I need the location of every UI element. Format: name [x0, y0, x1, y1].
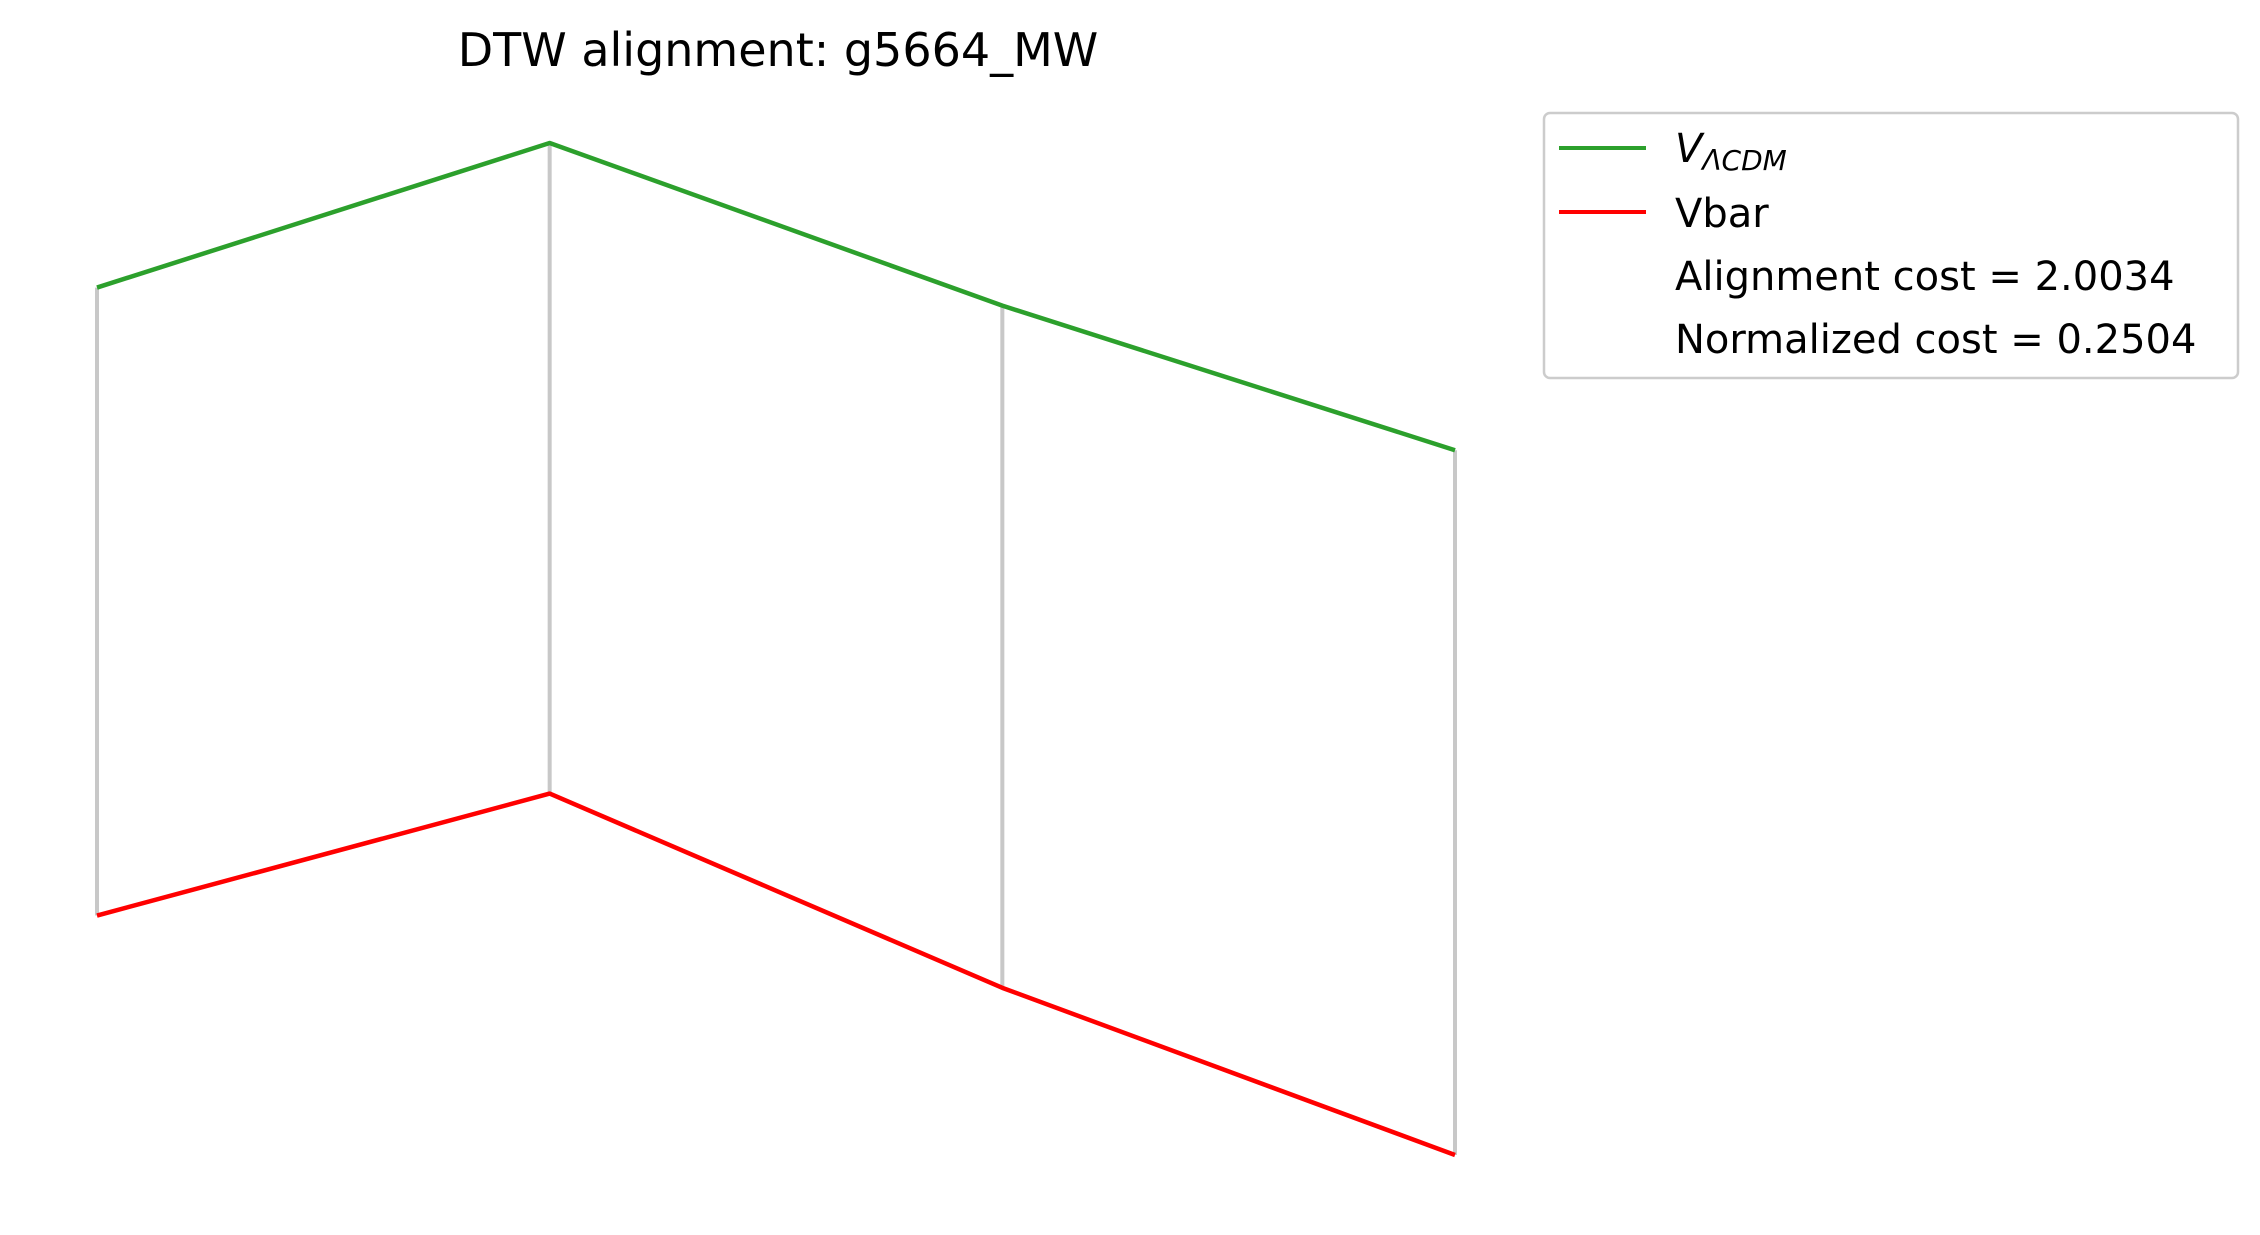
- legend-label-vbar: Vbar: [1675, 191, 1769, 237]
- legend-alignment-cost: Alignment cost = 2.0034: [1675, 254, 2175, 300]
- legend-label-lcdm: VΛCDM: [1675, 126, 1787, 177]
- legend-normalized-cost: Normalized cost = 0.2504: [1675, 317, 2196, 363]
- legend-label-lcdm-sub: ΛCDM: [1700, 144, 1786, 177]
- chart-title: DTW alignment: g5664_MW: [458, 23, 1099, 77]
- legend: VΛCDM Vbar Alignment cost = 2.0034 Norma…: [1542, 111, 2240, 380]
- series-line-vbar: [96, 791, 1456, 1158]
- series-lines: [96, 140, 1456, 1158]
- legend-frame: [1542, 111, 2240, 380]
- series-line-lcdm: [96, 140, 1456, 453]
- alignment-links: [95, 143, 1457, 1155]
- legend-label-lcdm-main: V: [1675, 126, 1705, 172]
